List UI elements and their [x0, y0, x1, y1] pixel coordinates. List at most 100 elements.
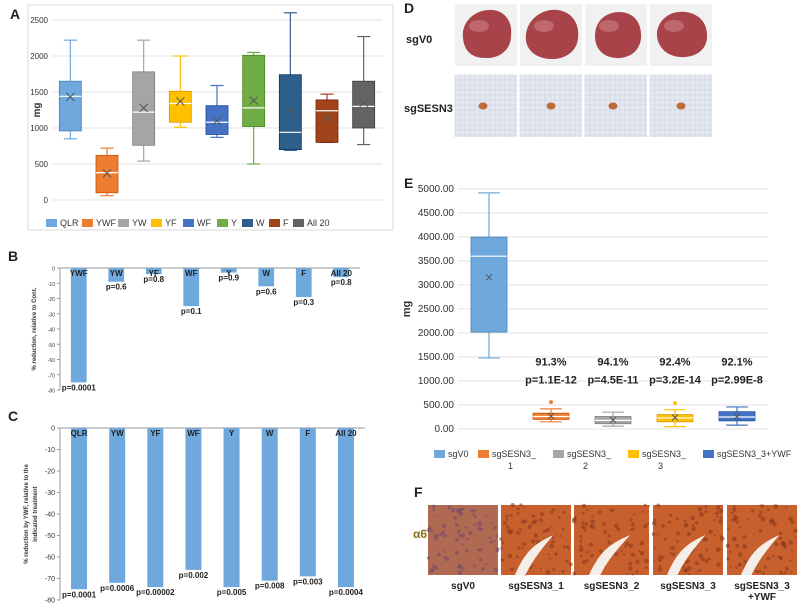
legend-swatch — [82, 219, 93, 227]
tumor — [676, 102, 686, 110]
legend-swatch — [269, 219, 280, 227]
cell-nucleus — [477, 526, 483, 532]
cell-nucleus — [443, 550, 446, 554]
cell-nucleus — [562, 545, 567, 549]
y-tick-label: 0 — [44, 196, 49, 205]
cell-nucleus — [522, 542, 527, 546]
cell-nucleus — [432, 568, 435, 572]
cell-nucleus — [545, 527, 551, 533]
cell-nucleus — [516, 507, 520, 511]
legend-label: sgSESN3_ — [567, 449, 612, 459]
category-label: Y — [226, 269, 232, 278]
vessel-lumen — [515, 535, 554, 575]
panel-e-box-chart: 0.00 500.00 1000.00 1500.00 2000.00 2500.00 30… — [401, 184, 792, 471]
annotation-percent: 91.3% — [535, 357, 566, 369]
cell-nucleus — [624, 541, 630, 547]
category-label: YW — [111, 429, 124, 438]
cell-nucleus — [708, 529, 713, 534]
cell-nucleus — [465, 549, 469, 553]
cell-nucleus — [565, 559, 569, 563]
cell-nucleus — [671, 546, 676, 551]
mean-marker — [485, 273, 493, 281]
cell-nucleus — [698, 553, 703, 558]
cell-nucleus — [731, 511, 734, 514]
pvalue-label: p=0.002 — [179, 571, 209, 580]
pvalue-label: p=0.0004 — [329, 588, 364, 597]
chart-frame — [27, 4, 394, 231]
cell-nucleus — [639, 542, 644, 546]
cell-nucleus — [785, 506, 788, 509]
legend-label: YW — [132, 218, 147, 228]
cell-nucleus — [476, 548, 480, 552]
cell-nucleus — [578, 547, 584, 553]
cell-nucleus — [695, 561, 699, 566]
cell-nucleus — [484, 562, 488, 566]
legend-label: W — [256, 218, 265, 228]
cell-nucleus — [635, 559, 640, 564]
cell-nucleus — [456, 564, 462, 569]
cell-nucleus — [426, 528, 431, 533]
legend-swatch — [293, 219, 304, 227]
cell-nucleus — [460, 533, 465, 538]
cell-nucleus — [489, 522, 492, 525]
cell-nucleus — [527, 524, 533, 530]
cell-nucleus — [436, 552, 441, 557]
cell-nucleus — [643, 503, 647, 507]
category-label: YW — [110, 269, 123, 278]
cell-nucleus — [772, 521, 777, 527]
cell-nucleus — [761, 504, 765, 508]
cell-nucleus — [647, 504, 650, 508]
y-tick-label: -60 — [45, 555, 55, 562]
pvalue-label: p=0.0001 — [62, 383, 97, 392]
cell-nucleus — [489, 540, 494, 544]
box-body — [278, 74, 302, 150]
cell-nucleus — [732, 507, 737, 512]
cell-nucleus — [778, 531, 783, 536]
cell-nucleus — [441, 530, 446, 535]
vessel-lumen — [589, 535, 631, 575]
cell-nucleus — [545, 569, 551, 575]
pvalue-label: p=0.005 — [217, 588, 247, 597]
bar-YF — [145, 268, 162, 275]
cell-nucleus — [783, 571, 787, 575]
cell-nucleus — [702, 537, 707, 542]
cell-nucleus — [772, 554, 775, 558]
y-tick-label: 0.00 — [435, 424, 455, 435]
legend-swatch — [217, 219, 228, 227]
legend-swatch — [478, 450, 489, 458]
cell-nucleus — [465, 537, 469, 541]
mean-marker — [359, 98, 369, 108]
cell-nucleus — [628, 543, 634, 548]
category-label: All 20 — [331, 269, 353, 278]
cell-nucleus — [739, 525, 742, 529]
cell-nucleus — [582, 511, 585, 515]
photo-sgsesn3-2 — [519, 74, 582, 137]
cell-nucleus — [642, 523, 648, 529]
bar-W — [258, 268, 275, 287]
cell-nucleus — [774, 542, 779, 547]
cell-nucleus — [691, 524, 695, 527]
cell-nucleus — [758, 528, 763, 533]
category-label: W — [266, 429, 274, 438]
cell-nucleus — [742, 544, 748, 549]
panel-c-bar-chart: -80 -70 -60 -50 -40 -30 -20 -10 0 % reduction by … — [24, 426, 365, 605]
photo-sgsesn3-4 — [649, 74, 712, 137]
cell-nucleus — [495, 534, 499, 538]
cell-nucleus — [651, 532, 656, 536]
cell-nucleus — [557, 515, 561, 520]
annotation-percent: 94.1% — [597, 357, 628, 369]
box-body — [132, 71, 156, 146]
cell-nucleus — [757, 513, 762, 518]
cell-nucleus — [653, 546, 657, 549]
cell-nucleus — [510, 567, 515, 572]
y-tick-label: -20 — [45, 469, 55, 476]
bar-All 20 — [337, 428, 354, 588]
legend-swatch — [151, 219, 162, 227]
cell-nucleus — [472, 513, 476, 516]
cell-nucleus — [552, 508, 556, 512]
legend-label: All 20 — [307, 218, 330, 228]
cell-nucleus — [629, 528, 633, 532]
cell-nucleus — [699, 512, 704, 517]
cell-nucleus — [507, 553, 513, 559]
